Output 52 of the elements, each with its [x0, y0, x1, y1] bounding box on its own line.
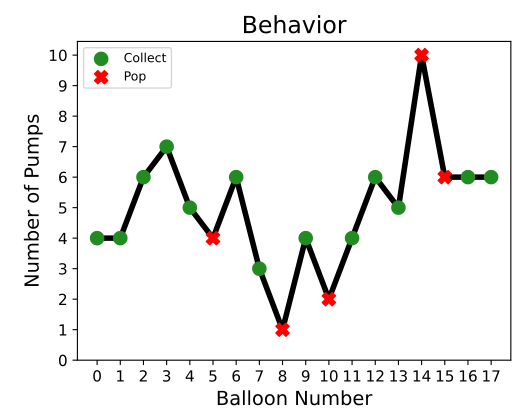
x-tick-label: 0	[93, 370, 101, 382]
y-tick-label: 8	[58, 110, 67, 122]
point	[344, 230, 360, 246]
chart-title: Behavior	[244, 15, 347, 34]
x-tick-label: 10	[320, 370, 338, 382]
x-tick-label: 16	[460, 370, 477, 382]
y-tick-label: 3	[59, 263, 66, 275]
point	[298, 230, 313, 246]
y-tick-label: 0	[58, 354, 67, 366]
y-tick-label: 6	[59, 172, 67, 184]
y-tick-label: 2	[59, 294, 66, 305]
point	[391, 200, 406, 215]
point	[414, 48, 429, 62]
point	[136, 170, 151, 184]
y-tick-label: 9	[58, 80, 67, 92]
x-tick-label: 11	[344, 370, 360, 382]
point	[368, 170, 383, 184]
point	[182, 200, 198, 215]
y-tick-label: 10	[50, 50, 67, 62]
y-tick-label: 1	[60, 324, 66, 336]
point	[112, 230, 128, 246]
y-axis-title: Number of Pumps	[24, 114, 43, 286]
legend-label: Collect	[124, 52, 166, 62]
legend-label: Pop	[124, 71, 146, 84]
y-tick-label: 5	[59, 202, 66, 214]
x-tick-label: 1	[117, 370, 124, 382]
point	[275, 322, 290, 337]
point	[322, 292, 336, 306]
x-tick-label: 9	[302, 370, 310, 382]
x-tick-label: 15	[436, 370, 454, 382]
x-tick-label: 8	[278, 370, 286, 382]
point	[252, 261, 267, 276]
point	[159, 139, 174, 154]
point	[437, 170, 452, 184]
point	[90, 230, 104, 246]
x-tick-label: 7	[256, 370, 263, 382]
x-tick-label: 5	[209, 370, 217, 382]
point	[484, 170, 498, 184]
x-axis-title: Balloon Number	[218, 390, 372, 406]
x-tick-label: 12	[367, 370, 384, 382]
y-tick-label: 4	[58, 232, 67, 244]
y-tick-label: 7	[59, 141, 66, 152]
x-tick-label: 17	[483, 370, 500, 382]
point	[460, 170, 476, 184]
x-tick-label: 4	[186, 370, 194, 382]
point	[206, 230, 220, 246]
x-tick-label: 3	[162, 370, 170, 382]
x-tick-label: 14	[414, 370, 430, 382]
point	[228, 170, 244, 184]
x-tick-label: 6	[232, 370, 240, 382]
x-tick-label: 13	[390, 370, 407, 382]
x-tick-label: 2	[140, 370, 147, 382]
